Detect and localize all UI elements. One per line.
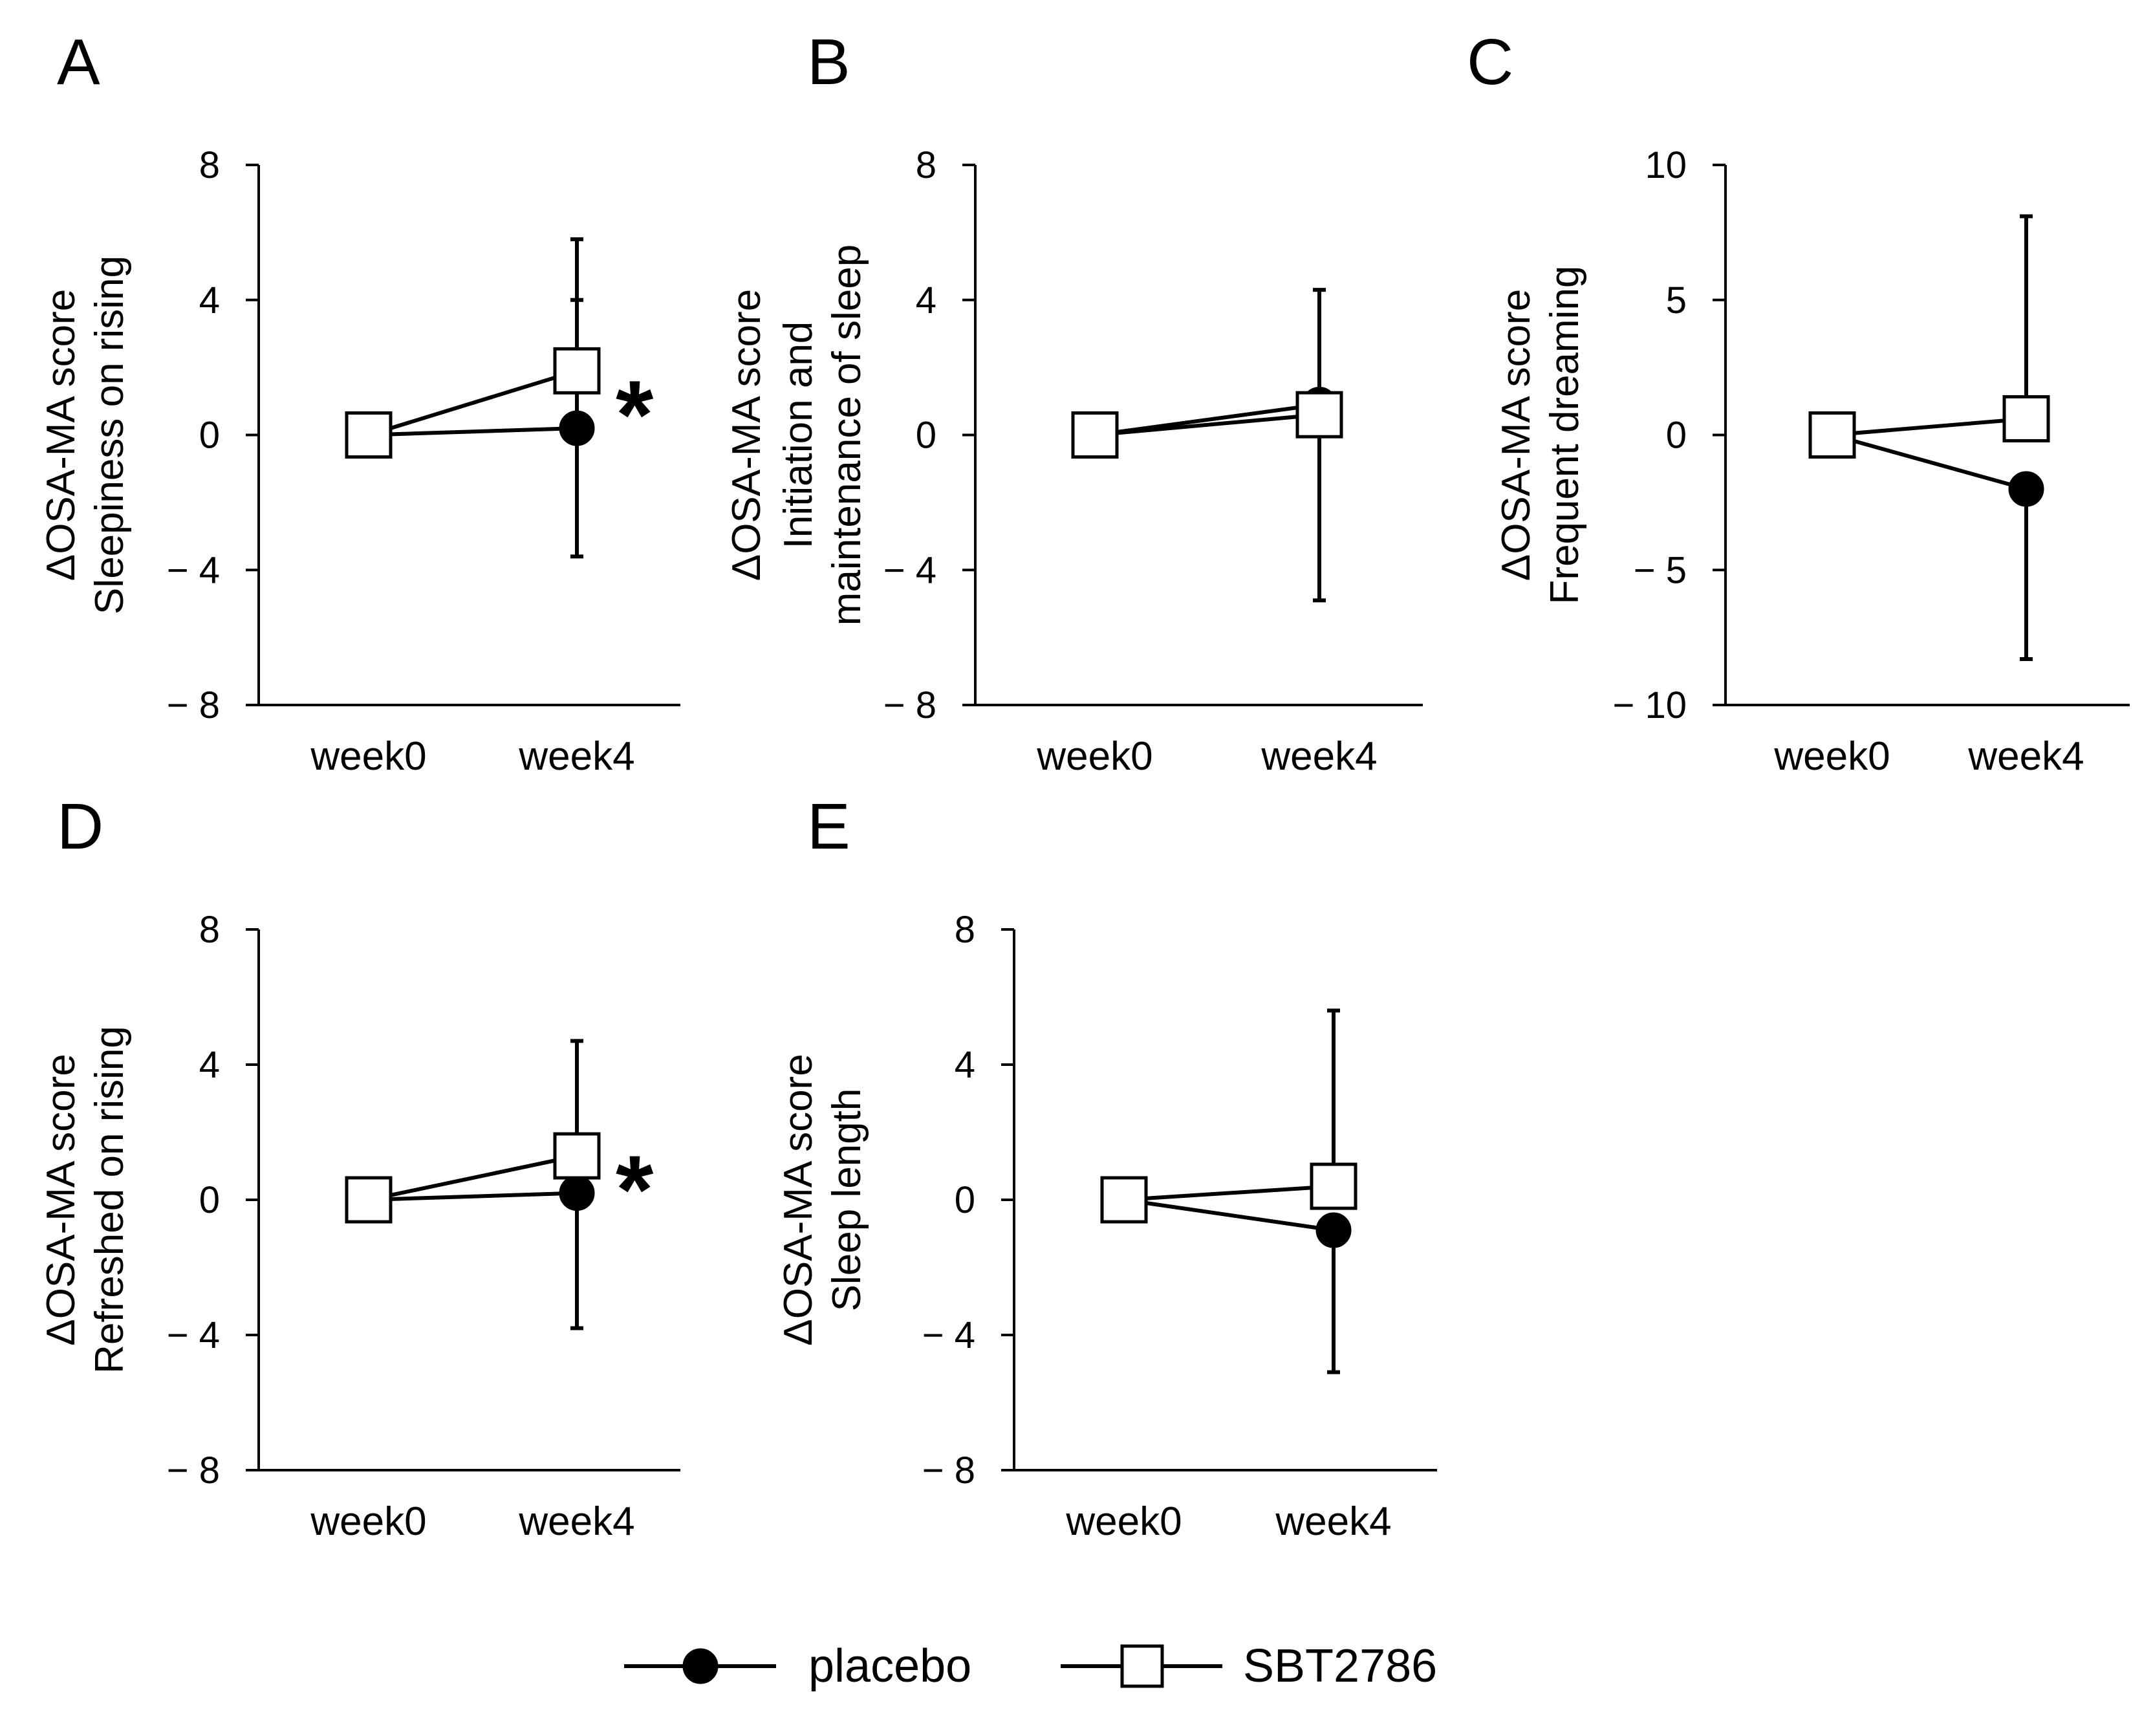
y-tick-label: 8	[916, 144, 936, 186]
x-tick-label: week4	[518, 734, 634, 779]
data-point-sbt2786	[1071, 411, 1119, 459]
data-point-sbt2786	[1310, 1162, 1358, 1210]
legend-placebo-label: placebo	[808, 1640, 971, 1692]
y-tick-label: 0	[199, 1179, 220, 1221]
series-line	[368, 426, 578, 437]
series-sbt2786	[1094, 413, 1326, 603]
y-tick-label: 0	[199, 415, 220, 457]
panel-letter-a: A	[57, 26, 100, 98]
significance-marker: *	[616, 360, 654, 469]
y-axis-label: maintenance of sleep	[825, 244, 869, 625]
legend-sbt2786-label: SBT2786	[1243, 1640, 1437, 1692]
y-tick-label: 0	[916, 415, 936, 457]
series-sbt2786	[1832, 214, 2033, 437]
x-tick-label: week0	[1065, 1499, 1182, 1544]
y-tick-label: − 8	[883, 684, 936, 726]
x-tick-label: week4	[1260, 734, 1377, 779]
y-tick-label: 4	[955, 1044, 975, 1086]
panel-letter-d: D	[57, 790, 103, 863]
x-tick-label: week0	[310, 1499, 426, 1544]
data-point-placebo	[559, 1175, 595, 1211]
series-placebo	[1832, 433, 2033, 662]
y-tick-label: − 10	[1613, 684, 1687, 726]
y-tick-label: 5	[1666, 279, 1687, 321]
x-tick-label: week0	[1036, 734, 1152, 779]
y-axis-label: ΔOSA-MA score	[776, 1054, 821, 1345]
series-placebo	[368, 1191, 583, 1330]
data-point-placebo	[2008, 471, 2044, 507]
y-tick-label: − 5	[1634, 549, 1687, 591]
y-tick-label: 4	[199, 1044, 220, 1086]
series-line	[1123, 1184, 1334, 1202]
data-point-sbt2786	[345, 411, 393, 459]
series-sbt2786	[368, 237, 583, 437]
series-line	[368, 1191, 578, 1202]
series-placebo	[1094, 288, 1326, 437]
series-line	[368, 369, 578, 437]
y-axis-label: Initiation and	[776, 321, 821, 549]
series-placebo	[1123, 1198, 1340, 1374]
y-axis-label: ΔOSA-MA score	[39, 289, 83, 581]
y-tick-label: − 4	[883, 549, 936, 591]
y-tick-label: 4	[916, 279, 936, 321]
y-tick-label: 4	[199, 279, 220, 321]
panel-e: E 8 4 0 − 4 − 8 week0 week4 ΔOSA-MA score Sleep l…	[776, 790, 1437, 1544]
legend-placebo-marker	[682, 1648, 719, 1684]
y-tick-label: 10	[1645, 144, 1687, 186]
y-tick-label: − 8	[167, 684, 220, 726]
x-tick-label: week0	[1773, 734, 1890, 779]
panel-letter-b: B	[807, 26, 850, 98]
series-line	[368, 1154, 578, 1202]
x-tick-label: week4	[1275, 1499, 1391, 1544]
data-point-sbt2786	[1808, 411, 1856, 459]
panel-a: A 8 4 0 − 4 − 8 week0 week4 ΔOSA-MA score Sleepin…	[39, 26, 680, 779]
series-sbt2786	[368, 1039, 583, 1202]
y-tick-label: 0	[955, 1179, 975, 1221]
y-axis-label: Frequent dreaming	[1542, 266, 1587, 605]
y-tick-label: − 4	[167, 549, 220, 591]
y-axis-label: ΔOSA-MA score	[724, 289, 769, 581]
series-placebo	[368, 298, 583, 559]
y-axis-label: Refreshed on rising	[87, 1026, 132, 1374]
x-tick-label: week4	[1967, 734, 2084, 779]
y-tick-label: 8	[199, 909, 220, 951]
y-tick-label: 8	[199, 144, 220, 186]
y-tick-label: 0	[1666, 415, 1687, 457]
data-point-placebo	[1315, 1212, 1352, 1248]
y-tick-label: 8	[955, 909, 975, 951]
data-point-sbt2786	[1295, 391, 1343, 439]
y-axis-label: ΔOSA-MA score	[1494, 289, 1539, 581]
series-line	[1832, 433, 2027, 491]
x-tick-label: week0	[310, 734, 426, 779]
data-point-sbt2786	[345, 1176, 393, 1224]
legend-sbt2786-marker	[1120, 1644, 1164, 1688]
y-tick-label: − 8	[922, 1449, 975, 1492]
panel-letter-c: C	[1467, 26, 1513, 98]
y-axis-label: ΔOSA-MA score	[39, 1054, 83, 1345]
legend: placebo SBT2786	[624, 1640, 1437, 1692]
series-line	[1832, 417, 2027, 437]
y-tick-label: − 4	[922, 1314, 975, 1356]
series-line	[1123, 1198, 1334, 1232]
data-point-sbt2786	[553, 1132, 601, 1180]
panel-c: C 10 5 0 − 5 − 10 week0 week4 ΔOSA-MA score Frequ…	[1467, 26, 2130, 779]
panel-b: B 8 4 0 − 4 − 8 week0 week4 ΔOSA-MA score Initiat…	[724, 26, 1423, 779]
panel-letter-e: E	[807, 790, 850, 863]
series-line	[1094, 413, 1320, 437]
series-sbt2786	[1123, 1008, 1340, 1202]
significance-marker: *	[616, 1135, 654, 1244]
y-tick-label: − 4	[167, 1314, 220, 1356]
y-axis-label: Sleep length	[825, 1089, 869, 1312]
data-point-sbt2786	[2002, 395, 2050, 442]
data-point-sbt2786	[553, 347, 601, 395]
data-point-placebo	[559, 410, 595, 446]
x-tick-label: week4	[518, 1499, 634, 1544]
y-tick-label: − 8	[167, 1449, 220, 1492]
y-axis-label: Sleepiness on rising	[87, 255, 132, 614]
data-point-sbt2786	[1100, 1176, 1148, 1224]
panel-d: D 8 4 0 − 4 − 8 week0 week4 ΔOSA-MA score Refresh…	[39, 790, 680, 1544]
